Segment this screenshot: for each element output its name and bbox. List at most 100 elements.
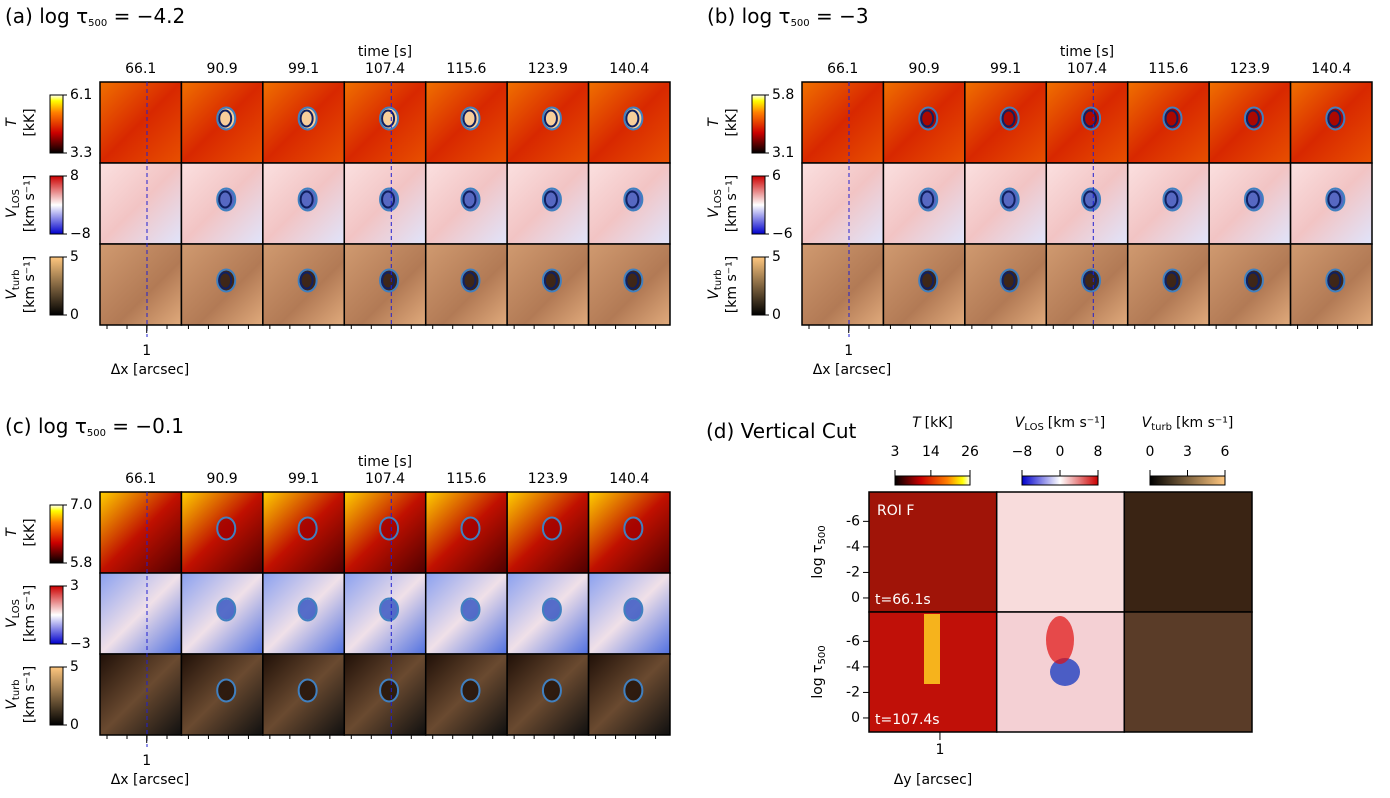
contour xyxy=(623,516,644,541)
contour xyxy=(460,268,481,293)
contour xyxy=(1001,190,1016,209)
x-tick-label: 1 xyxy=(142,753,151,769)
colorbar-tick-label: 5.8 xyxy=(70,555,92,571)
label-name: VLOS xyxy=(4,189,22,218)
heatmap-cell xyxy=(801,81,885,164)
time-label: 66.1 xyxy=(125,471,156,487)
axis-label: VLOS [km s⁻¹] xyxy=(4,585,38,642)
title-value: = −4.2 xyxy=(107,4,185,28)
label-subscript: 500 xyxy=(817,525,828,544)
label-text: log τ500 xyxy=(810,525,828,578)
panel-title: (d) Vertical Cut xyxy=(706,419,857,443)
y-tick-label: 0 xyxy=(851,590,860,606)
contour xyxy=(1001,109,1016,128)
contour xyxy=(379,516,400,541)
label-symbol: T xyxy=(4,117,20,127)
contour xyxy=(541,678,562,703)
feature-blob xyxy=(1046,616,1074,664)
title-value: = −3 xyxy=(810,4,869,28)
colorbar xyxy=(751,256,766,316)
x-axis-label: Δx [arcsec] xyxy=(111,362,190,378)
contour xyxy=(541,516,562,541)
contour xyxy=(216,516,237,541)
panel-name: Vertical Cut xyxy=(741,419,857,443)
feature-streak xyxy=(924,614,940,684)
heatmap-cell xyxy=(99,162,183,245)
axis-label: Vturb [km s⁻¹] xyxy=(4,666,38,723)
colorbar xyxy=(751,175,766,235)
feature-blob xyxy=(542,518,561,539)
contour xyxy=(299,271,314,290)
contour xyxy=(918,187,939,212)
time-label: 107.4 xyxy=(1067,61,1107,77)
feature-blob xyxy=(298,599,317,620)
colorbar-tick-label: 0 xyxy=(772,307,781,323)
colorbar xyxy=(1021,475,1099,486)
feature-blob xyxy=(217,680,236,701)
label-subscript: turb xyxy=(11,269,22,290)
label-subscript: turb xyxy=(713,269,724,290)
time-annotation: t=66.1s xyxy=(875,592,931,608)
colorbar xyxy=(49,94,64,154)
time-label: 107.4 xyxy=(365,471,405,487)
colorbar-tick-label: 26 xyxy=(961,444,979,460)
heatmap-cell xyxy=(99,491,183,574)
label-symbol: V xyxy=(706,289,722,300)
axis-label: T [kK] xyxy=(706,108,740,136)
roi-label: ROI F xyxy=(877,503,914,519)
contour xyxy=(297,106,318,131)
contour xyxy=(999,187,1020,212)
feature-blob xyxy=(217,599,236,620)
contour xyxy=(1164,190,1179,209)
heatmap-cell xyxy=(1045,81,1129,164)
contour xyxy=(1001,271,1016,290)
feature-blob xyxy=(542,599,561,620)
colorbar-tick-label: −3 xyxy=(70,636,91,652)
label-name: Vturb xyxy=(4,269,22,299)
contour xyxy=(460,106,481,131)
contour xyxy=(297,187,318,212)
contour xyxy=(623,597,644,622)
label-symbol: T xyxy=(4,527,20,537)
label-symbol: V xyxy=(1015,415,1026,431)
contour xyxy=(1327,190,1342,209)
time-label: 140.4 xyxy=(1311,61,1351,77)
colorbar xyxy=(49,256,64,316)
contour xyxy=(462,190,477,209)
colorbar-tick-label: 3 xyxy=(891,444,900,460)
label-name: Vturb xyxy=(4,679,22,709)
contour xyxy=(218,190,233,209)
colorbar xyxy=(49,666,64,726)
label-subscript: LOS xyxy=(11,189,22,208)
contour xyxy=(218,109,233,128)
heatmap-cell xyxy=(995,491,1126,613)
contour xyxy=(623,678,644,703)
feature-blob xyxy=(624,599,643,620)
contour xyxy=(379,268,400,293)
contour xyxy=(623,187,644,212)
axis-label: VLOS [km s⁻¹] xyxy=(706,175,740,232)
colorbar-tick-label: 14 xyxy=(922,444,940,460)
contour xyxy=(379,106,400,131)
contour xyxy=(1083,109,1098,128)
x-axis-label: Δx [arcsec] xyxy=(111,772,190,788)
label-name: T xyxy=(4,527,20,537)
label-unit: [kK] xyxy=(724,108,740,136)
feature-blob xyxy=(461,518,480,539)
contour xyxy=(1083,271,1098,290)
label-symbol: T xyxy=(912,415,922,431)
contour xyxy=(299,109,314,128)
contour xyxy=(460,187,481,212)
y-tick-label: -6 xyxy=(846,513,860,529)
y-tick-label: 0 xyxy=(851,710,860,726)
feature-blob xyxy=(298,680,317,701)
contour xyxy=(381,271,396,290)
contour xyxy=(1325,106,1346,131)
contour xyxy=(541,597,562,622)
colorbar-tick-label: 8 xyxy=(1094,444,1103,460)
heatmap-cell xyxy=(1123,611,1253,733)
time-annotation: t=107.4s xyxy=(875,712,940,728)
contour xyxy=(1243,106,1264,131)
contour xyxy=(297,678,318,703)
contour xyxy=(920,109,935,128)
